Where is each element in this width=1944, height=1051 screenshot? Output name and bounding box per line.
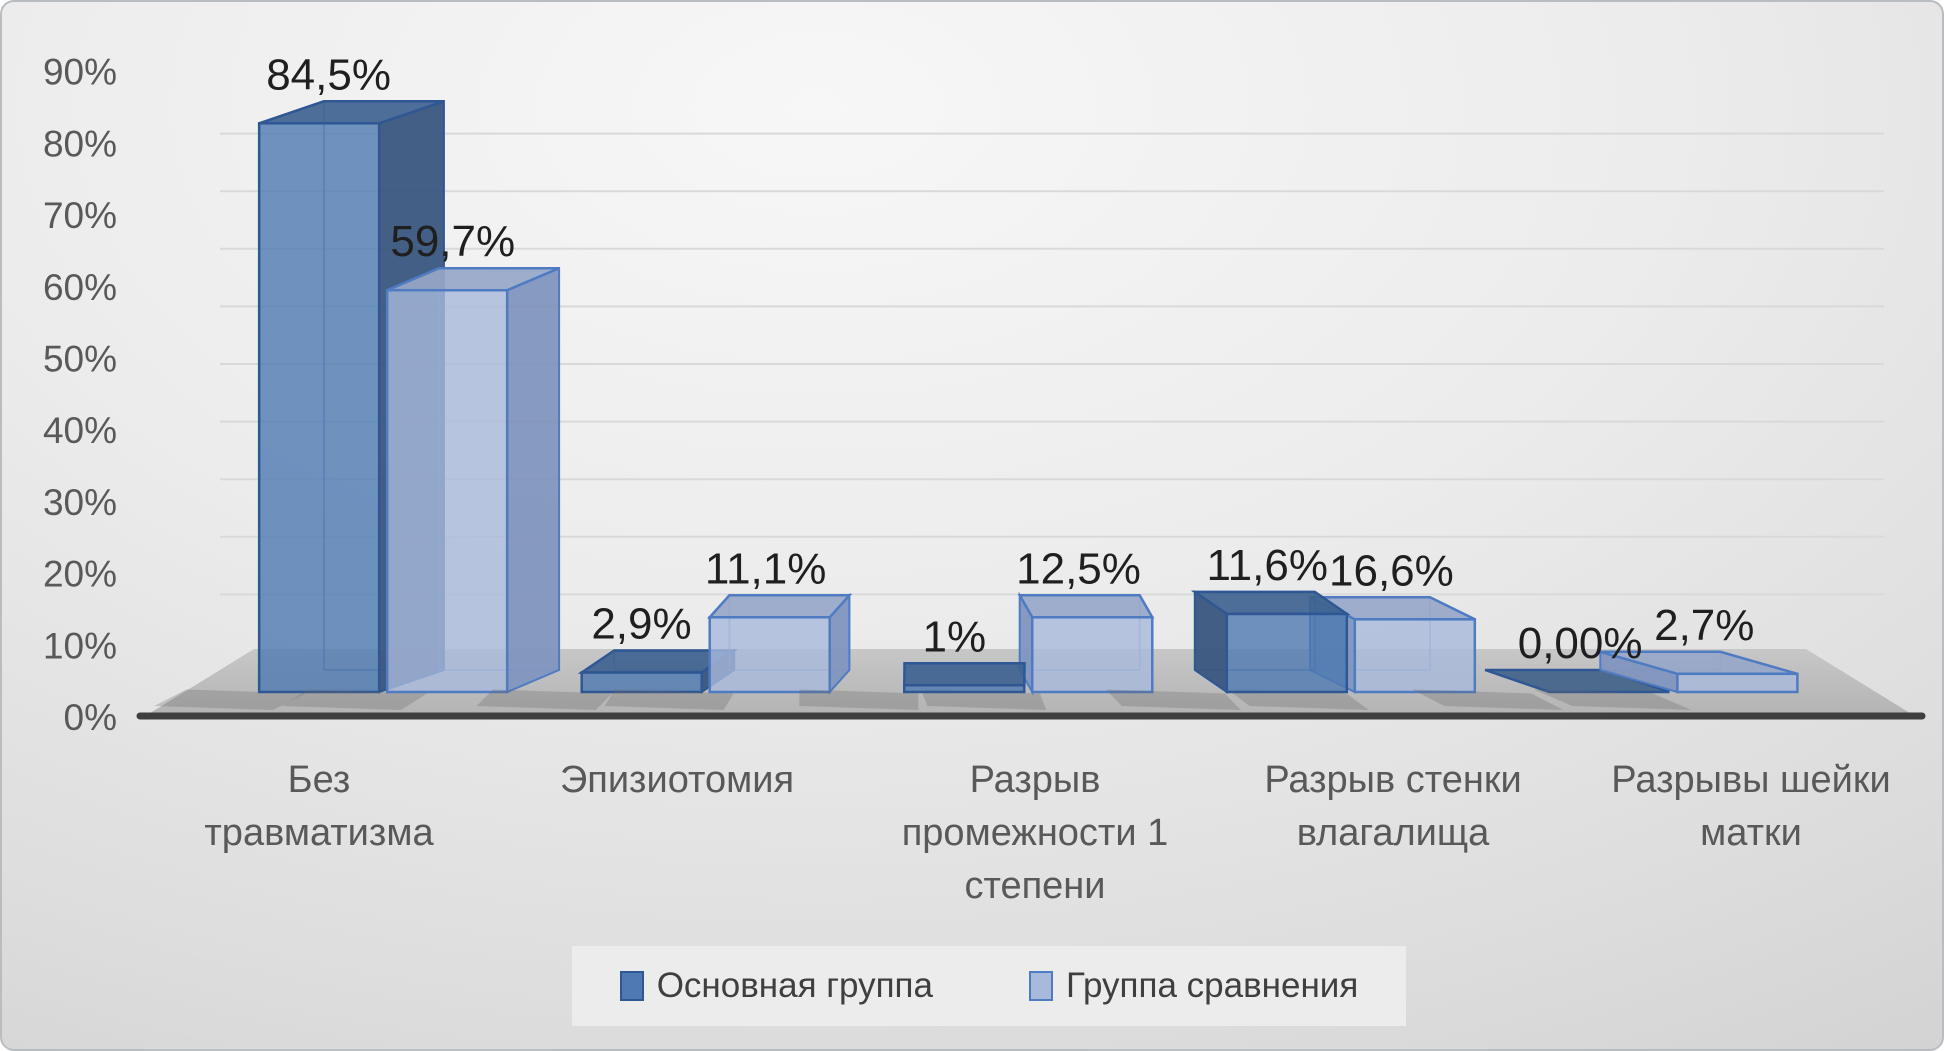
category-axis-label: Эпизиотомия bbox=[560, 759, 794, 801]
bar-data-label: 59,7% bbox=[390, 217, 515, 266]
y-axis-tick-label: 60% bbox=[43, 267, 117, 308]
bar-data-label: 0,00% bbox=[1518, 619, 1643, 668]
bar-data-label: 12,5% bbox=[1016, 544, 1141, 593]
bar-series1-cat2-front bbox=[1031, 616, 1154, 694]
legend-swatch-comparison-group bbox=[1028, 971, 1053, 1001]
bar-series0-cat2-top bbox=[903, 662, 1026, 687]
bar-data-label: 84,5% bbox=[266, 50, 391, 99]
bar-series0-cat4-shadow bbox=[1412, 689, 1564, 710]
bar-series1-cat1-front bbox=[708, 616, 831, 694]
bar-series0-cat3-front bbox=[1225, 612, 1349, 694]
bar-data-label: 1% bbox=[923, 612, 987, 661]
chart-legend: Основная группа Группа сравнения bbox=[572, 946, 1406, 1026]
bar-series0-cat0-shadow bbox=[154, 689, 306, 710]
legend-label-comparison-group: Группа сравнения bbox=[1065, 966, 1359, 1005]
legend-item-comparison-group: Группа сравнения bbox=[1028, 966, 1359, 1006]
bar-data-label: 2,7% bbox=[1654, 601, 1754, 650]
bar-data-label: 11,1% bbox=[705, 544, 827, 593]
y-axis-tick-label: 70% bbox=[43, 195, 117, 236]
bar-series1-cat4-shadow bbox=[1533, 689, 1692, 710]
legend-item-main-group: Основная группа bbox=[619, 966, 933, 1006]
category-axis-label: Разрыв стенки влагалища bbox=[1264, 759, 1521, 854]
category-axis-label: Разрыв промежности 1 степени bbox=[902, 759, 1169, 907]
bar-series1-cat3-front bbox=[1353, 618, 1477, 694]
bar-series1-cat3-shadow bbox=[1227, 689, 1369, 710]
y-axis-tick-label: 0% bbox=[64, 697, 117, 738]
category-axis-label: Без травматизма bbox=[204, 759, 434, 854]
bar-series0-cat1-shadow bbox=[476, 689, 612, 710]
y-axis-tick-label: 10% bbox=[43, 625, 117, 666]
category-axis-label: Разрывы шейки матки bbox=[1611, 759, 1890, 854]
bar-series0-cat2-front bbox=[903, 684, 1026, 694]
bar-series0-cat2-shadow bbox=[799, 689, 919, 710]
legend-swatch-main-group bbox=[619, 971, 644, 1001]
bar-series1-cat0-front bbox=[385, 288, 509, 694]
y-axis-tick-label: 90% bbox=[43, 52, 117, 93]
legend-label-main-group: Основная группа bbox=[656, 966, 933, 1005]
y-axis-tick-label: 30% bbox=[43, 482, 117, 523]
y-axis-tick-label: 40% bbox=[43, 410, 117, 451]
bar-series1-cat0-side bbox=[506, 266, 561, 694]
bar-series1-cat4-front bbox=[1676, 672, 1799, 694]
bar-series1-cat2-top bbox=[1017, 594, 1155, 619]
y-axis-tick-label: 80% bbox=[43, 123, 117, 164]
bar-series1-cat1-top bbox=[706, 594, 853, 619]
bar-series0-cat1-front bbox=[580, 671, 703, 694]
bar-series1-cat0-shadow bbox=[282, 689, 428, 710]
y-axis-tick-label: 20% bbox=[43, 554, 117, 595]
bar-series0-cat0-front bbox=[257, 122, 381, 694]
bar-data-label: 11,6% bbox=[1206, 541, 1328, 590]
bar-series1-cat1-shadow bbox=[604, 689, 734, 710]
y-axis-tick-label: 50% bbox=[43, 339, 117, 380]
bar-data-label: 16,6% bbox=[1329, 546, 1454, 595]
bar-series1-cat2-shadow bbox=[921, 689, 1047, 710]
bar-data-label: 2,9% bbox=[591, 599, 691, 648]
bar-series0-cat3-shadow bbox=[1105, 689, 1241, 710]
